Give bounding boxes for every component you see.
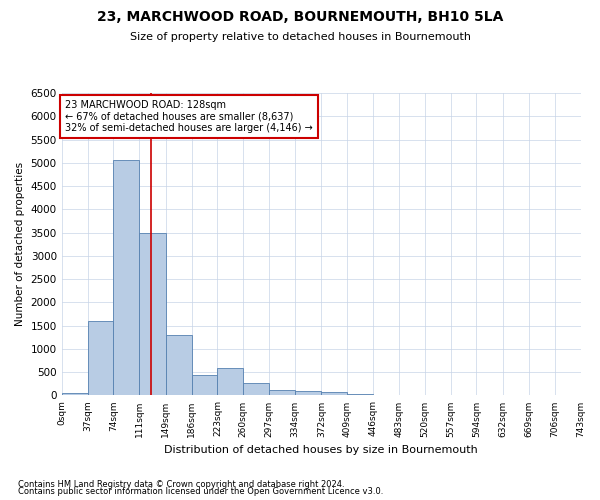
Text: 23 MARCHWOOD ROAD: 128sqm
← 67% of detached houses are smaller (8,637)
32% of se: 23 MARCHWOOD ROAD: 128sqm ← 67% of detac… xyxy=(65,100,313,133)
Bar xyxy=(217,368,243,396)
Bar xyxy=(269,390,295,396)
Text: Contains HM Land Registry data © Crown copyright and database right 2024.: Contains HM Land Registry data © Crown c… xyxy=(18,480,344,489)
Text: Size of property relative to detached houses in Bournemouth: Size of property relative to detached ho… xyxy=(130,32,470,42)
Bar xyxy=(88,321,113,396)
Y-axis label: Number of detached properties: Number of detached properties xyxy=(15,162,25,326)
Bar xyxy=(113,160,139,396)
Bar xyxy=(191,376,217,396)
Text: 23, MARCHWOOD ROAD, BOURNEMOUTH, BH10 5LA: 23, MARCHWOOD ROAD, BOURNEMOUTH, BH10 5L… xyxy=(97,10,503,24)
Text: Contains public sector information licensed under the Open Government Licence v3: Contains public sector information licen… xyxy=(18,487,383,496)
Bar xyxy=(139,232,166,396)
X-axis label: Distribution of detached houses by size in Bournemouth: Distribution of detached houses by size … xyxy=(164,445,478,455)
Bar xyxy=(295,391,322,396)
Bar xyxy=(347,394,373,396)
Bar xyxy=(243,383,269,396)
Bar xyxy=(62,393,88,396)
Bar xyxy=(166,335,191,396)
Bar xyxy=(322,392,347,396)
